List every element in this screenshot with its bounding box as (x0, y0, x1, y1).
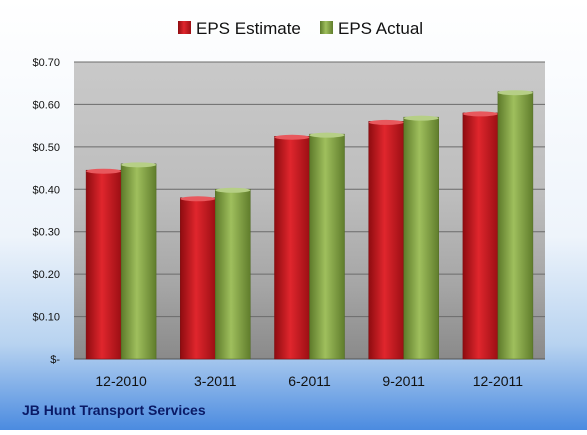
bar-cap-estimate (86, 168, 122, 174)
bar-eps-estimate (85, 169, 122, 360)
y-tick-label: $- (50, 354, 60, 366)
company-name: JB Hunt Transport Services (22, 402, 206, 418)
bar-eps-actual (215, 189, 251, 360)
y-tick-label: $0.70 (32, 57, 60, 69)
y-tick-label: $0.10 (32, 312, 60, 324)
bar-cap-estimate (368, 119, 404, 125)
y-tick-label: $0.30 (32, 227, 60, 239)
bars (85, 90, 534, 360)
bar-cap-estimate (180, 196, 216, 202)
x-tick-label: 6-2011 (288, 373, 331, 389)
bar-cap-estimate (274, 134, 310, 140)
y-tick-label: $0.50 (32, 142, 60, 154)
y-axis-ticks: $- $0.10 $0.20 $0.30 $0.40 $0.50 $0.60 $0.70 (32, 57, 60, 366)
x-tick-label: 3-2011 (194, 373, 237, 389)
y-tick-label: $0.40 (32, 184, 60, 196)
y-tick-label: $0.20 (32, 269, 60, 281)
bar-eps-actual (309, 133, 345, 360)
bar-eps-estimate (274, 136, 310, 360)
bar-cap-actual (121, 162, 157, 168)
bar-eps-estimate (180, 197, 216, 360)
legend-label-actual: EPS Actual (338, 19, 423, 38)
bar-cap-estimate (462, 111, 498, 117)
bar-eps-actual (403, 116, 439, 360)
legend-swatch-actual (320, 21, 333, 34)
y-tick-label: $0.60 (32, 99, 60, 111)
legend: EPS Estimate EPS Actual (178, 19, 423, 38)
x-tick-label: 12-2011 (473, 373, 524, 389)
legend-label-estimate: EPS Estimate (196, 19, 301, 38)
bar-cap-actual (403, 115, 439, 121)
x-axis-ticks: 12-2010 3-2011 6-2011 9-2011 12-2011 (95, 373, 523, 389)
x-tick-label: 12-2010 (95, 373, 147, 389)
bar-cap-actual (497, 90, 533, 96)
bar-eps-actual (497, 91, 534, 360)
bar-eps-estimate (368, 121, 404, 360)
bar-eps-estimate (462, 112, 499, 360)
bar-cap-actual (309, 132, 345, 138)
bar-cap-actual (215, 187, 251, 193)
legend-swatch-estimate (178, 21, 191, 34)
bar-eps-actual (120, 163, 157, 360)
x-tick-label: 9-2011 (382, 373, 425, 389)
